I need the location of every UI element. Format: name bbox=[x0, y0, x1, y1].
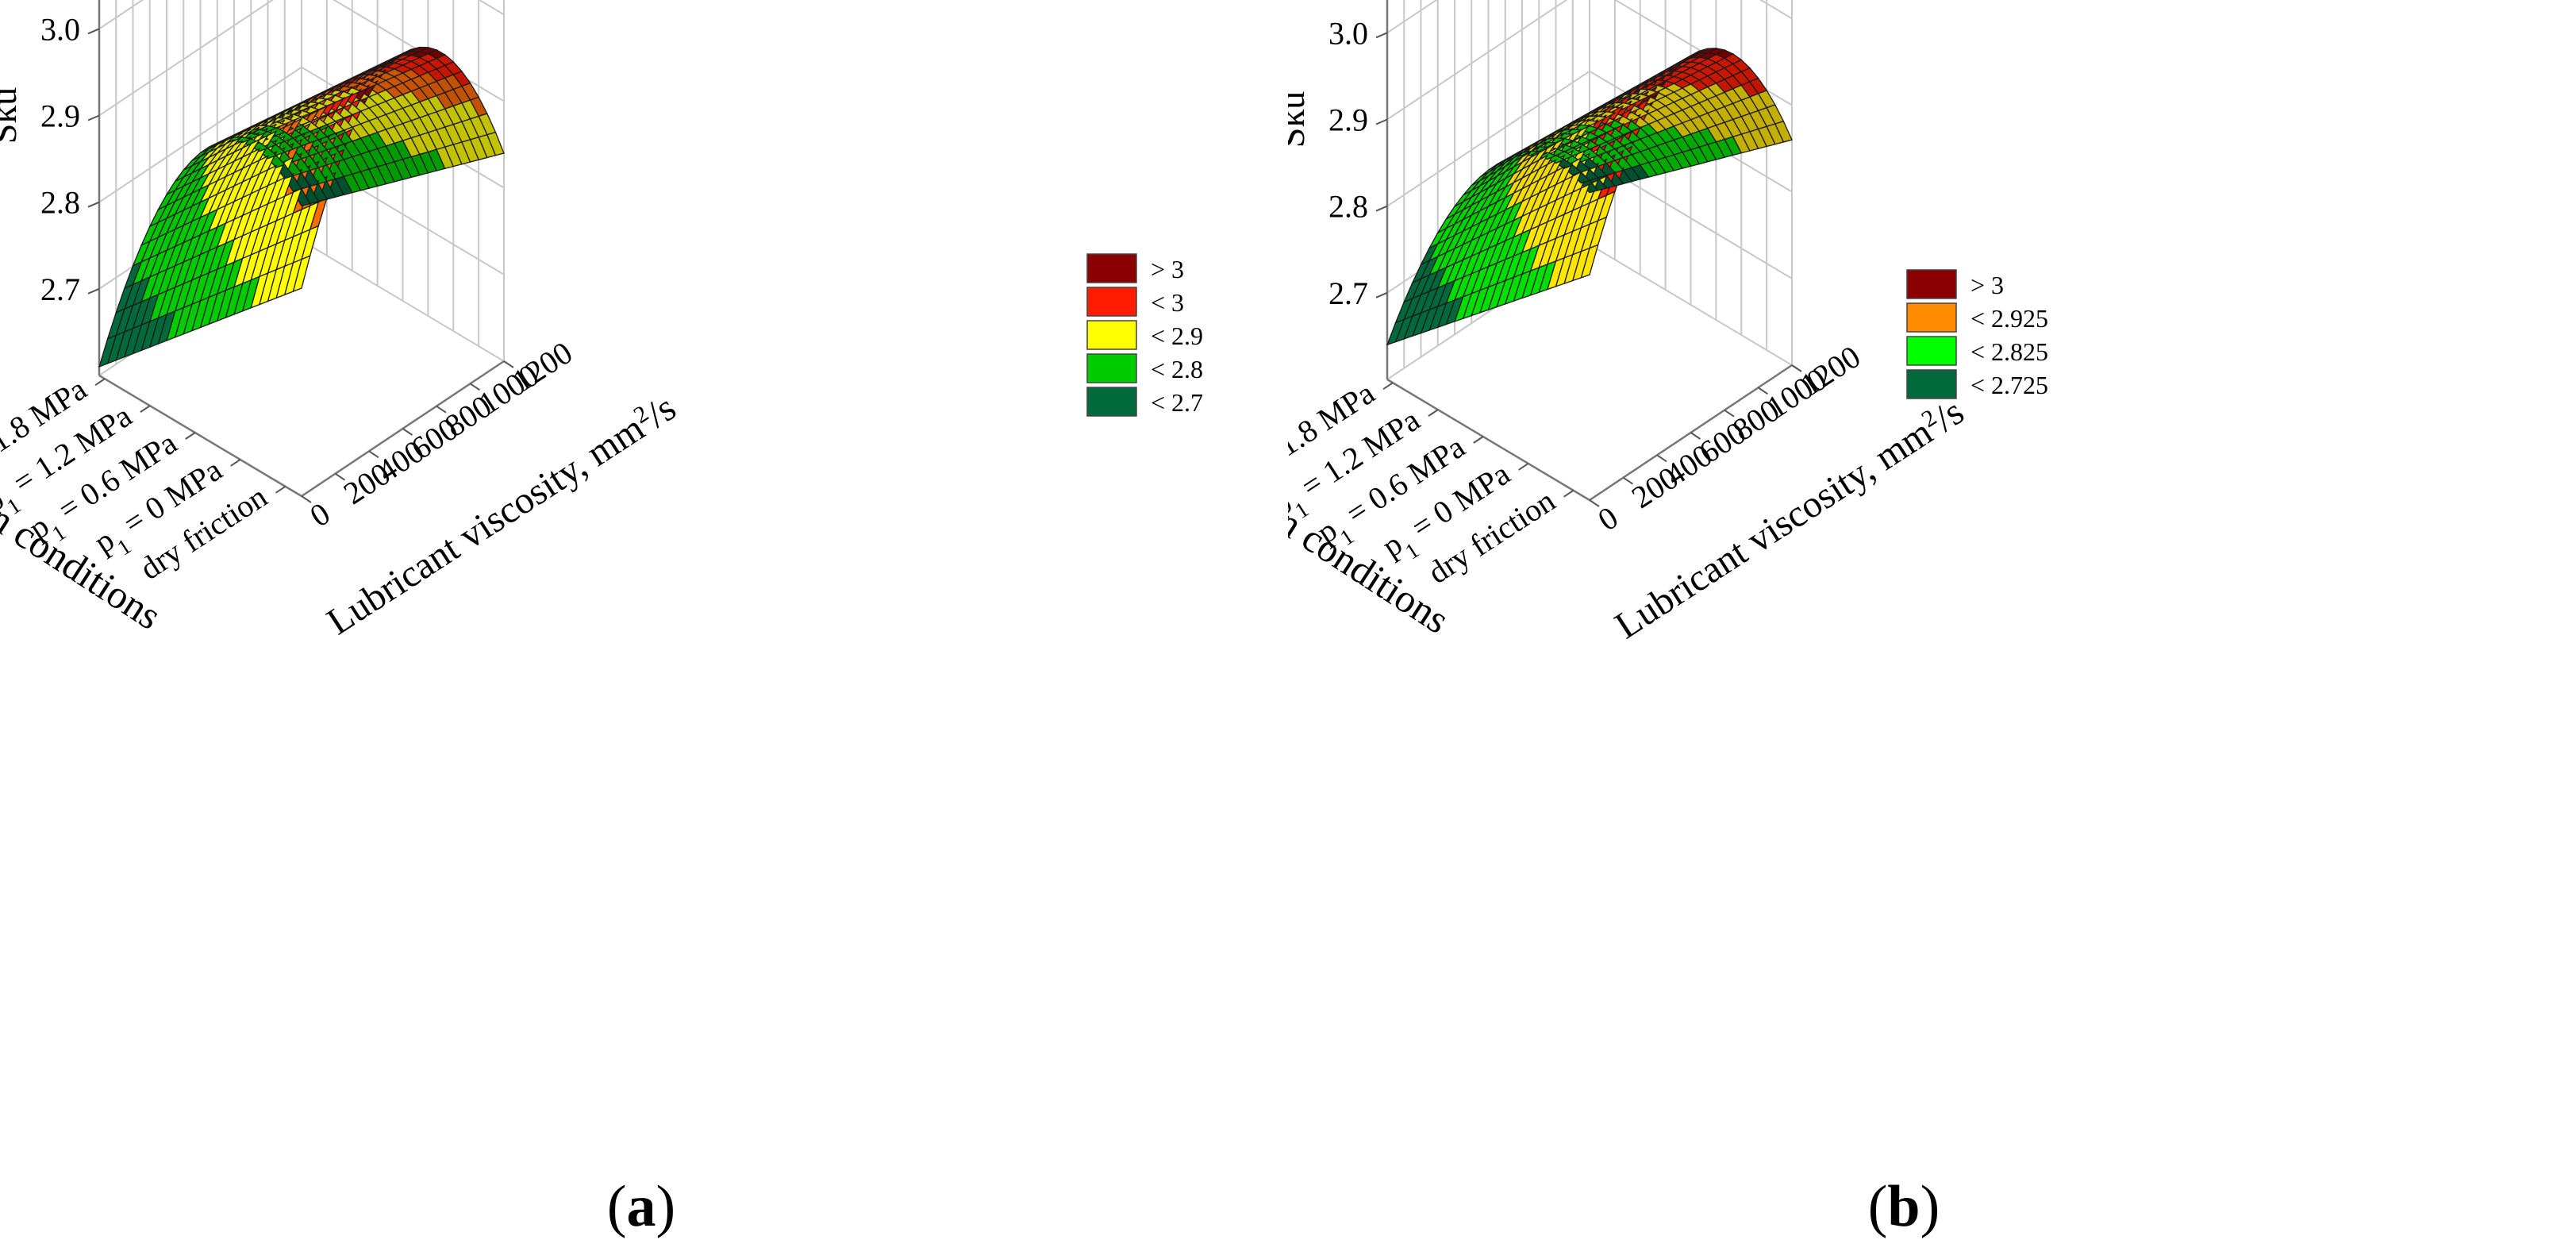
viscosity-tick bbox=[1757, 387, 1769, 395]
friction-tick bbox=[275, 486, 286, 494]
legend-label: < 3 bbox=[1151, 288, 1184, 317]
legend-label: > 3 bbox=[1970, 271, 2004, 299]
z-tick bbox=[87, 114, 100, 121]
friction-tick bbox=[1473, 436, 1484, 444]
friction-tick bbox=[185, 432, 196, 440]
viscosity-axis-title: Lubricant viscosity, mm2/s bbox=[319, 386, 682, 643]
viscosity-tick bbox=[1622, 476, 1634, 485]
surface bbox=[98, 46, 505, 368]
legend-swatch bbox=[1906, 269, 1957, 299]
legend: > 3 < 2.925 < 2.825 < 2.725 bbox=[1906, 269, 2048, 399]
z-tick-label: 2.8 bbox=[40, 185, 80, 221]
viscosity-tick bbox=[436, 405, 447, 414]
legend-swatch bbox=[1086, 287, 1137, 317]
friction-tick bbox=[1518, 463, 1529, 471]
legend-label: < 2.925 bbox=[1970, 304, 2048, 333]
legend-swatch bbox=[1086, 320, 1137, 350]
legend-label: < 2.8 bbox=[1151, 355, 1203, 383]
viscosity-tick bbox=[301, 495, 312, 503]
legend-swatch bbox=[1906, 336, 1957, 366]
friction-tick bbox=[140, 405, 151, 413]
panel-caption-b: (b) bbox=[1867, 1174, 1940, 1239]
legend-swatch bbox=[1086, 353, 1137, 383]
z-axis: 2.72.82.93.03.13.2Sku bbox=[1288, 15, 1388, 311]
z-tick bbox=[87, 287, 100, 295]
z-axis: 2.72.82.93.03.13.2Sku bbox=[0, 11, 100, 307]
z-tick-label: 2.9 bbox=[1328, 102, 1368, 138]
z-tick-label: 2.8 bbox=[1328, 189, 1368, 225]
friction-tick bbox=[1563, 490, 1574, 498]
panel-a: 2.72.82.93.03.13.2Sku0200400600800100012… bbox=[0, 0, 1203, 1239]
surface-cell bbox=[1386, 318, 1405, 346]
viscosity-tick bbox=[368, 450, 379, 459]
surface-cell bbox=[98, 334, 117, 368]
z-tick bbox=[87, 28, 100, 35]
z-tick-label: 2.7 bbox=[40, 271, 80, 307]
viscosity-tick bbox=[334, 472, 346, 481]
viscosity-tick bbox=[1656, 454, 1667, 463]
legend-label: < 2.7 bbox=[1151, 388, 1203, 417]
legend-label: < 2.825 bbox=[1970, 337, 2048, 366]
legend-swatch bbox=[1906, 302, 1957, 333]
legend-label: < 2.9 bbox=[1151, 321, 1203, 350]
z-tick bbox=[1375, 118, 1388, 125]
surface-chart-b: 2.72.82.93.03.13.2Sku0200400600800100012… bbox=[1288, 0, 2048, 647]
legend-swatch bbox=[1906, 369, 1957, 399]
legend-label: > 3 bbox=[1151, 255, 1184, 283]
friction-tick bbox=[94, 378, 106, 387]
z-tick-label: 3.0 bbox=[1328, 15, 1368, 51]
legend-swatch bbox=[1086, 387, 1137, 417]
z-tick bbox=[1375, 32, 1388, 39]
friction-tick bbox=[1382, 382, 1394, 391]
z-tick bbox=[1375, 291, 1388, 298]
z-tick-label: 2.7 bbox=[1328, 275, 1368, 311]
viscosity-tick-label: 0 bbox=[303, 495, 336, 534]
z-tick bbox=[87, 201, 100, 208]
viscosity-tick-label: 0 bbox=[1591, 499, 1624, 538]
panel-b: 2.72.82.93.03.13.2Sku0200400600800100012… bbox=[1288, 0, 2576, 1259]
friction-tick bbox=[1428, 409, 1439, 417]
z-tick-label: 3.0 bbox=[40, 11, 80, 47]
friction-tick bbox=[230, 459, 241, 467]
z-tick-label: 2.9 bbox=[40, 98, 80, 134]
z-tick bbox=[1375, 205, 1388, 212]
z-axis-title: Sku bbox=[0, 87, 24, 144]
viscosity-tick bbox=[1791, 364, 1802, 372]
legend: > 3 < 3 < 2.9 < 2.8 < 2.7 bbox=[1086, 253, 1203, 417]
z-axis-title: Sku bbox=[1288, 91, 1312, 148]
viscosity-tick bbox=[402, 428, 413, 436]
viscosity-tick bbox=[503, 360, 514, 368]
surface-chart-a: 2.72.82.93.03.13.2Sku0200400600800100012… bbox=[0, 0, 1203, 643]
panel-caption-a: (a) bbox=[606, 1174, 676, 1239]
legend-swatch bbox=[1086, 253, 1137, 283]
viscosity-tick bbox=[469, 383, 481, 391]
surface bbox=[1386, 48, 1793, 346]
viscosity-tick bbox=[1589, 499, 1600, 507]
viscosity-axis-title: Lubricant viscosity, mm2/s bbox=[1607, 390, 1970, 647]
viscosity-tick bbox=[1724, 409, 1735, 418]
legend-label: < 2.725 bbox=[1970, 371, 2048, 399]
viscosity-tick bbox=[1690, 432, 1701, 440]
